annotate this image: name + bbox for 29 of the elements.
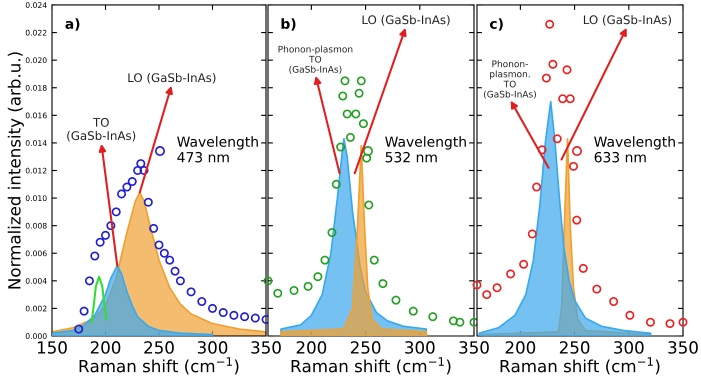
x-tick-label: 250 — [144, 341, 174, 354]
x-tick-label: 300 — [614, 341, 644, 354]
x-tick-label: 250 — [350, 341, 380, 354]
annotation: Phonon-plasmon TO (GaSb-InAs) — [278, 46, 352, 74]
x-tick-label: 300 — [405, 341, 435, 354]
x-tick-label: 200 — [296, 341, 326, 354]
x-tick-label: 200 — [506, 341, 536, 354]
annotation: c) — [490, 18, 503, 31]
annotation: LO (GaSb-InAs) — [584, 15, 671, 26]
annotation: a) — [65, 18, 80, 31]
x-tick-label: 350 — [668, 341, 698, 354]
legend-label: Wavelength 532 nm — [385, 136, 466, 162]
x-axis-title: Raman shift (cm$^{−1}$) — [292, 357, 450, 374]
annotation: TO (GaSb-InAs) — [67, 118, 136, 142]
x-axis-title: Raman shift (cm$^{−1}$) — [500, 357, 660, 374]
legend-label: Wavelength 633 nm — [594, 136, 675, 162]
annotation: LO (GaSb-InAs) — [128, 73, 216, 84]
annotation: b) — [282, 18, 296, 31]
x-tick-label: 300 — [198, 341, 228, 354]
x-tick-label: 200 — [90, 341, 120, 354]
y-axis-title: Normalized intensity (arb.u.) — [8, 52, 24, 288]
annotation: Phonon- plasmon. TO (GaSb-InAs) — [484, 60, 536, 99]
annotation: LO (GaSb-InAs) — [362, 15, 450, 26]
x-tick-label: 350 — [251, 341, 281, 354]
x-tick-label: 350 — [459, 341, 489, 354]
x-tick-label: 250 — [560, 341, 590, 354]
x-axis-title: Raman shift (cm$^{−1}$) — [80, 357, 238, 374]
x-tick-label: 150 — [38, 341, 67, 354]
legend-label: Wavelength 473 nm — [177, 136, 258, 162]
